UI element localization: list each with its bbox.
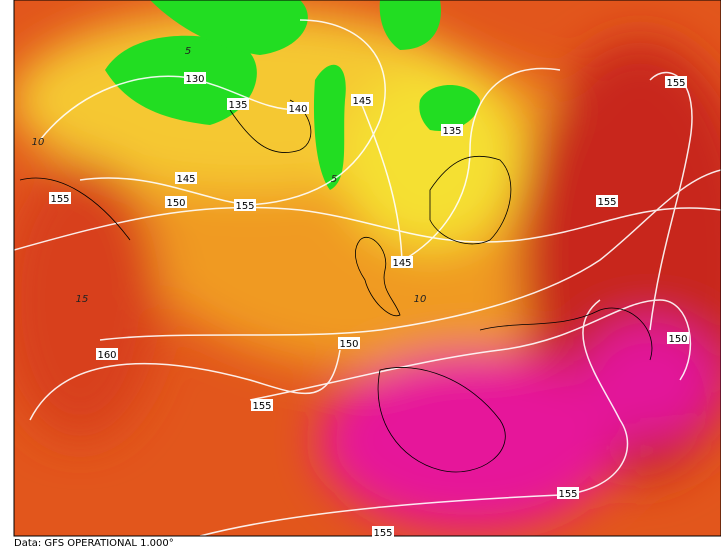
contour-label: 155 (666, 78, 685, 89)
label-box (49, 192, 71, 204)
label-box (184, 72, 206, 84)
label-box (557, 487, 579, 499)
label-box (667, 332, 689, 344)
label-box (287, 102, 309, 114)
contour-label: 135 (228, 100, 247, 111)
contour-label: 150 (339, 339, 358, 350)
label-box (351, 94, 373, 106)
contour-label: 155 (373, 528, 392, 539)
contour-label: 130 (185, 74, 204, 85)
label-box (665, 76, 687, 88)
label-box (596, 195, 618, 207)
contour-label: 155 (235, 201, 254, 212)
label-box (234, 199, 256, 211)
temperature-label: 5 (185, 46, 191, 57)
coastlines (19, 99, 653, 473)
temperature-label: 10 (414, 294, 427, 305)
contour-label: 150 (166, 198, 185, 209)
label-box (251, 399, 273, 411)
contour-label: 155 (597, 197, 616, 208)
contour-label: 155 (252, 401, 271, 412)
label-box (96, 348, 118, 360)
temperature-label: 10 (32, 137, 45, 148)
label-box (227, 98, 249, 110)
contour-label: 135 (442, 126, 461, 137)
label-box (165, 196, 187, 208)
contour-label: 155 (558, 489, 577, 500)
temperature-field (14, 0, 721, 536)
label-box (175, 172, 197, 184)
contour-label: 145 (392, 258, 411, 269)
contour-label: 140 (288, 104, 307, 115)
footer: Data: GFS OPERATIONAL 1.000° (14, 538, 174, 549)
geopotential-contours (14, 19, 721, 536)
contour-label: 155 (50, 194, 69, 205)
contour-label: 160 (97, 350, 116, 361)
label-box (391, 256, 413, 268)
contour-label: 145 (352, 96, 371, 107)
label-box (338, 337, 360, 349)
temperature-label: 5 (331, 174, 337, 185)
temperature-label: 15 (76, 294, 89, 305)
label-box (441, 124, 463, 136)
contour-label: 150 (668, 334, 687, 345)
label-box (372, 526, 394, 538)
contour-label: 145 (176, 174, 195, 185)
